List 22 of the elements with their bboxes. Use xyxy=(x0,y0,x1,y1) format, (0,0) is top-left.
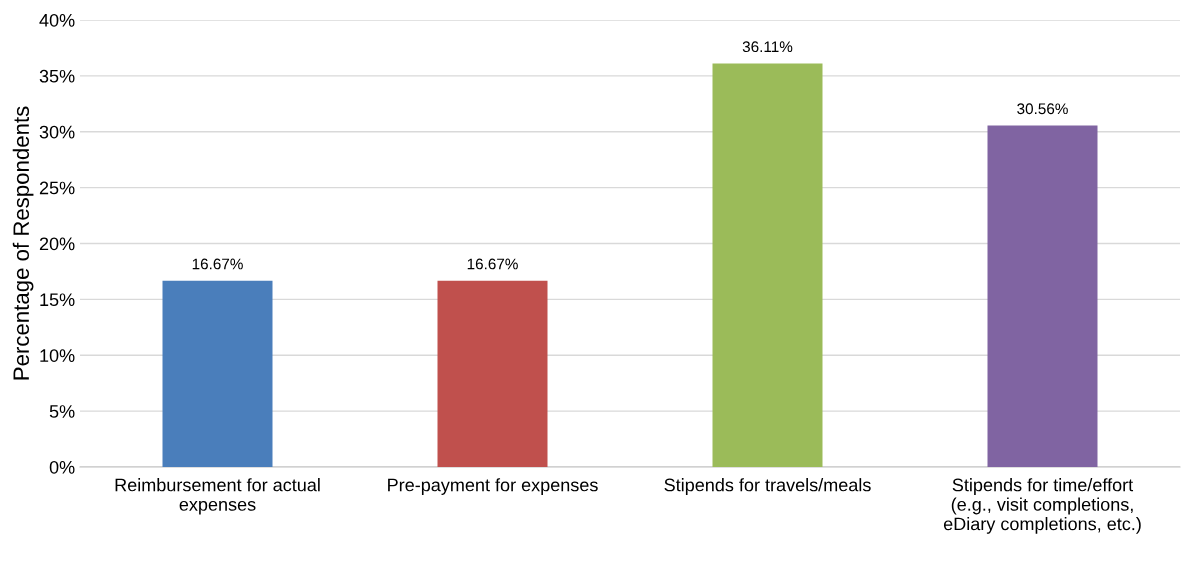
y-tick-label: 10% xyxy=(40,349,75,362)
data-label: 16.67% xyxy=(467,258,518,270)
y-axis-title: Percentage of Respondents xyxy=(12,106,34,380)
y-tick-label: 30% xyxy=(39,125,75,139)
y-tick-label: 35% xyxy=(39,69,75,83)
bar xyxy=(987,125,1098,467)
x-tick-label: Stipends for travels/meals xyxy=(664,478,871,495)
bar xyxy=(437,280,548,467)
data-label: 36.11% xyxy=(742,41,793,53)
bar xyxy=(712,63,823,467)
y-tick-label: 40% xyxy=(39,13,75,27)
x-tick-label: Pre-payment for expenses xyxy=(388,478,598,495)
data-label: 16.67% xyxy=(192,258,243,270)
data-label: 30.56% xyxy=(1017,103,1068,115)
y-tick-label: 0% xyxy=(49,460,75,474)
y-tick-label: 20% xyxy=(39,237,75,251)
x-tick-label: Stipends for time/effort (e.g., visit completions, eDiary completions, etc.) xyxy=(943,478,1141,534)
y-tick-label: 25% xyxy=(39,181,75,195)
bar xyxy=(162,280,273,467)
y-tick-label: 5% xyxy=(49,405,75,418)
x-tick-label: Reimbursement for actual expenses xyxy=(115,478,320,515)
y-tick-label: 15% xyxy=(40,293,75,307)
